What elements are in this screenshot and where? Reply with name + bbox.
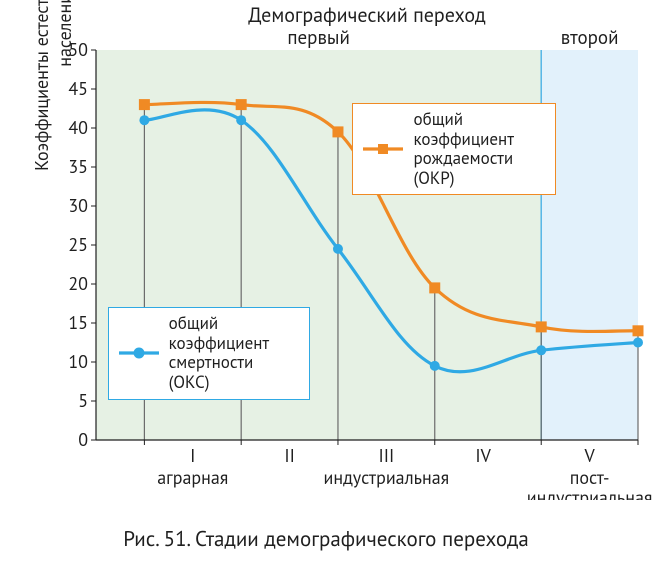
svg-text:10: 10	[68, 350, 88, 373]
svg-text:5: 5	[78, 389, 88, 412]
svg-text:I: I	[190, 444, 195, 467]
legend-okr-marker	[361, 139, 405, 159]
transition-label-second: второй	[530, 26, 650, 50]
svg-text:индустриальная: индустриальная	[324, 466, 450, 489]
svg-text:0: 0	[78, 428, 88, 451]
svg-text:II: II	[284, 444, 294, 467]
svg-text:III: III	[378, 444, 394, 467]
svg-text:15: 15	[68, 311, 88, 334]
svg-text:25: 25	[68, 233, 88, 256]
chart-svg: 05101520253035404550IIIIIIIVVаграрнаяинд…	[0, 0, 652, 500]
svg-text:аграрная: аграрная	[157, 466, 228, 489]
legend-okr-label: общий коэффициент рождаемости (ОКР)	[413, 110, 514, 188]
legend-oks-label: общий коэффициент смертности (ОКС)	[169, 314, 270, 392]
svg-text:V: V	[583, 444, 595, 467]
legend-oks-marker	[117, 343, 161, 363]
legend-oks: общий коэффициент смертности (ОКС)	[108, 307, 310, 399]
y-axis-label: Коэффициенты естественного движения насе…	[30, 0, 76, 227]
svg-text:20: 20	[68, 272, 88, 295]
legend-okr: общий коэффициент рождаемости (ОКР)	[352, 103, 556, 195]
svg-text:IV: IV	[475, 444, 491, 467]
svg-text:пост-индустриальная: пост-индустриальная	[527, 466, 652, 500]
figure-caption: Рис. 51. Стадии демографического переход…	[0, 525, 652, 552]
chart-title: Демографический переход	[96, 2, 638, 28]
figure-container: { "figure": { "caption": "Рис. 51. Стади…	[0, 0, 652, 570]
transition-label-first: первый	[259, 26, 379, 50]
